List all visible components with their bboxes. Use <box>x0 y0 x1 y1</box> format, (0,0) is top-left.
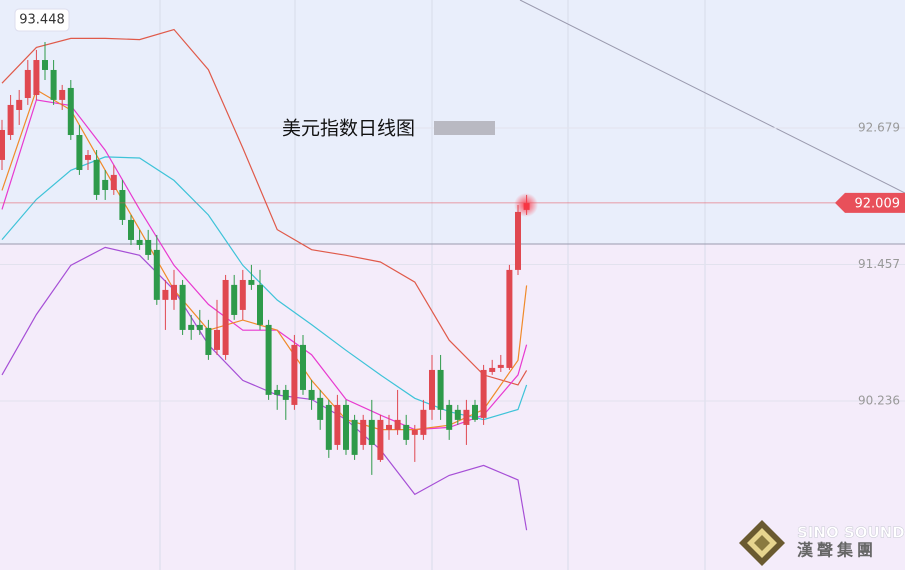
candle-body <box>93 159 100 195</box>
candle-body <box>145 239 152 255</box>
candle-body <box>196 324 203 330</box>
candle-body <box>239 279 246 310</box>
candle-body <box>179 284 186 330</box>
candle-body <box>222 279 229 355</box>
candle-body <box>136 239 143 245</box>
candle-body <box>420 409 427 435</box>
candle-body <box>291 344 298 405</box>
candle-body <box>59 89 66 100</box>
indicator-line <box>1 89 528 431</box>
candle-body <box>377 419 384 460</box>
candle-body <box>153 249 160 300</box>
candle-body <box>497 364 504 368</box>
candle-body <box>446 404 453 430</box>
candle-body <box>265 324 272 395</box>
background-lower <box>0 244 905 570</box>
candle-body <box>300 344 306 390</box>
candle-body <box>7 104 14 136</box>
candle-body <box>205 327 212 355</box>
candle-body <box>42 60 48 70</box>
candle-body <box>515 211 521 270</box>
candle-body <box>334 404 341 445</box>
high-label-box <box>14 8 70 32</box>
candle-body <box>386 424 392 430</box>
candle-body <box>480 369 487 418</box>
candle-body <box>282 389 289 400</box>
y-tick-label: 92.679 <box>858 120 900 134</box>
candle-body <box>257 284 263 325</box>
candle-body <box>231 284 238 315</box>
candle-body <box>76 135 83 170</box>
candle-body <box>437 369 444 410</box>
y-tick-label: 90.236 <box>858 394 900 408</box>
high-label: 93.448 <box>19 13 65 28</box>
candle-body <box>85 155 91 160</box>
candle-body <box>248 279 255 285</box>
candle-body <box>162 289 169 300</box>
logo: SINO SOUND 漢聲集團 <box>739 520 905 566</box>
candle-body <box>489 367 496 372</box>
y-tick-label: 91.457 <box>858 257 900 271</box>
candle-body <box>403 424 410 440</box>
candle-body <box>110 174 117 190</box>
candle-body <box>351 419 358 455</box>
candle-body <box>171 284 177 300</box>
candle-body <box>119 190 126 220</box>
candle-body <box>394 419 401 430</box>
candle-body <box>128 219 134 240</box>
candle-body <box>50 69 57 100</box>
candle-body <box>308 389 315 400</box>
candle-body <box>67 87 74 136</box>
candle-body <box>102 179 109 190</box>
candle-body <box>343 404 349 450</box>
trend-line <box>519 0 905 194</box>
candle-body <box>454 409 461 420</box>
candle-body <box>214 329 220 350</box>
indicator-line <box>1 28 528 386</box>
candle-body <box>274 389 281 395</box>
last-price-badge <box>835 192 905 213</box>
chart-title: 美元指数日线图 <box>282 118 415 140</box>
candle-body <box>33 60 40 95</box>
logo-zh: 漢聲集團 <box>797 541 877 560</box>
candle-body <box>368 419 375 445</box>
candle-body <box>0 129 5 160</box>
candle-body <box>16 99 23 110</box>
candle-body <box>317 397 324 420</box>
blurred-text <box>434 121 495 135</box>
candle-body <box>411 429 418 435</box>
candle-body <box>463 409 470 425</box>
candle-body <box>325 404 332 450</box>
candle-body <box>506 269 513 368</box>
price-glow <box>514 193 538 217</box>
candle-body <box>24 69 31 99</box>
logo-en: SINO SOUND <box>797 524 905 542</box>
candle-body <box>188 324 195 330</box>
candle-body <box>472 404 478 420</box>
candle-body <box>429 369 435 410</box>
last-price-label: 92.009 <box>855 196 901 211</box>
vertical-grid <box>159 0 706 570</box>
candle-body <box>360 419 367 445</box>
